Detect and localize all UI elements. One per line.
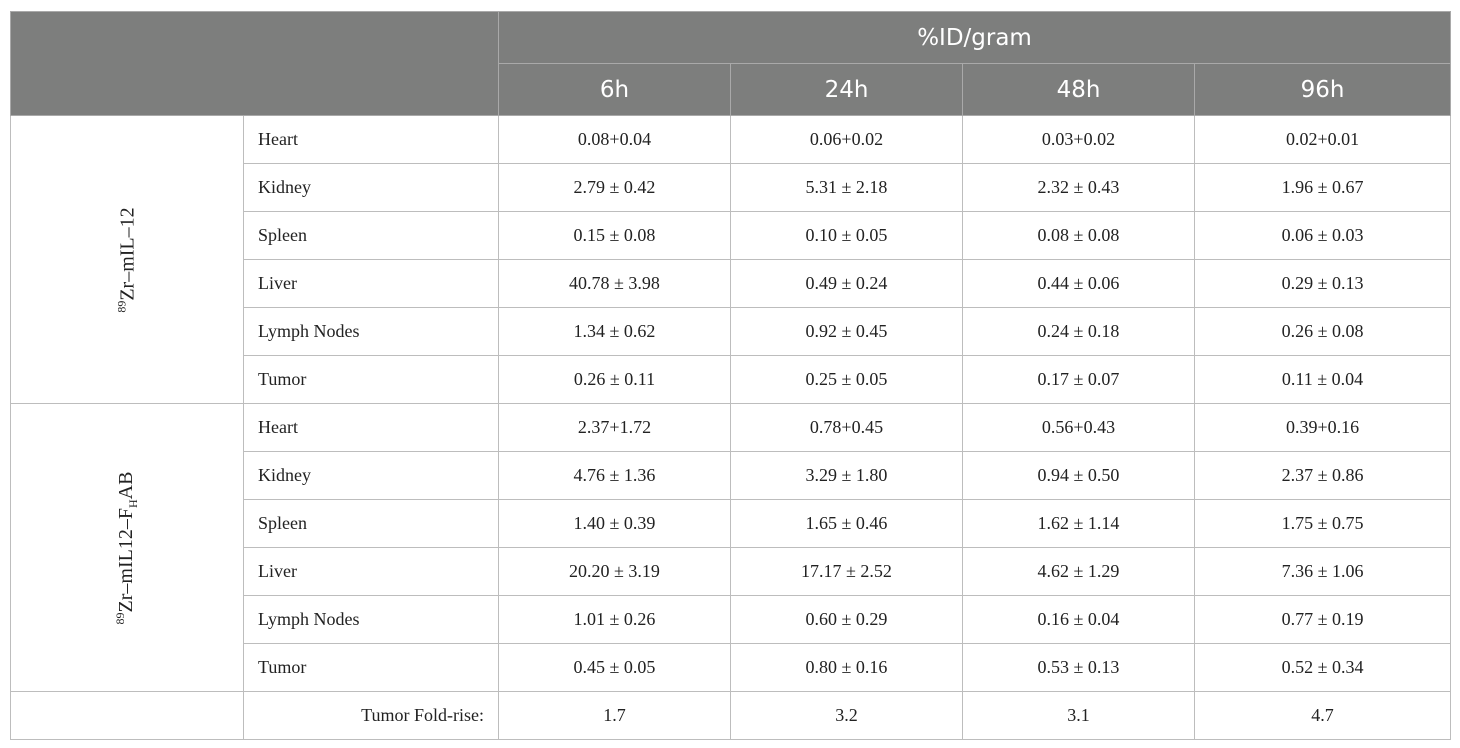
value-cell: 0.08 ± 0.08 <box>962 211 1195 260</box>
value-cell: 1.40 ± 0.39 <box>498 499 731 548</box>
organ-cell: Tumor <box>243 355 499 404</box>
value-cell: 1.01 ± 0.26 <box>498 595 731 644</box>
value-cell: 2.79 ± 0.42 <box>498 163 731 212</box>
value-cell: 0.94 ± 0.50 <box>962 451 1195 500</box>
organ-cell: Lymph Nodes <box>243 307 499 356</box>
biodistribution-table: %ID/gram 6h 24h 48h 96h 89Zr–mIL–12 Heart… <box>10 11 1452 740</box>
isotope-mass-number: 89 <box>114 300 129 313</box>
fold-rise-row: Tumor Fold-rise: 1.7 3.2 3.1 4.7 <box>10 691 1452 740</box>
fold-rise-value: 3.2 <box>730 691 963 740</box>
table-row: Lymph Nodes 1.01 ± 0.26 0.60 ± 0.29 0.16 ± … <box>11 595 1452 644</box>
compound-subscript: H <box>125 498 140 508</box>
value-cell: 0.56+0.43 <box>962 403 1195 452</box>
value-cell: 0.17 ± 0.07 <box>962 355 1195 404</box>
organ-cell: Liver <box>243 259 499 308</box>
value-cell: 0.06+0.02 <box>730 115 963 164</box>
table-row: Tumor 0.26 ± 0.11 0.25 ± 0.05 0.17 ± 0.07 0.… <box>11 355 1452 404</box>
value-cell: 4.76 ± 1.36 <box>498 451 731 500</box>
compound-group-label: 89Zr–mIL12–FHAB <box>10 403 244 692</box>
value-cell: 0.52 ± 0.34 <box>1193 643 1452 692</box>
value-cell: 0.26 ± 0.08 <box>1193 307 1452 356</box>
fold-rise-value: 4.7 <box>1193 691 1452 740</box>
table-row: Tumor 0.45 ± 0.05 0.80 ± 0.16 0.53 ± 0.13 0.… <box>11 643 1452 692</box>
value-cell: 17.17 ± 2.52 <box>730 547 963 596</box>
compound-name: Zr–mIL12–F <box>114 507 137 612</box>
value-cell: 0.39+0.16 <box>1193 403 1452 452</box>
table-row: Lymph Nodes 1.34 ± 0.62 0.92 ± 0.45 0.24 ± … <box>11 307 1452 356</box>
fold-rise-blank-cell <box>10 691 244 740</box>
value-cell: 0.60 ± 0.29 <box>730 595 963 644</box>
value-cell: 7.36 ± 1.06 <box>1193 547 1452 596</box>
value-cell: 2.37+1.72 <box>498 403 731 452</box>
value-cell: 0.26 ± 0.11 <box>498 355 731 404</box>
value-cell: 0.16 ± 0.04 <box>962 595 1195 644</box>
organ-cell: Heart <box>243 115 499 164</box>
header-timepoint: 96h <box>1193 63 1452 116</box>
compound-group-label: 89Zr–mIL–12 <box>10 115 244 404</box>
value-cell: 1.96 ± 0.67 <box>1193 163 1452 212</box>
value-cell: 0.25 ± 0.05 <box>730 355 963 404</box>
organ-cell: Tumor <box>243 643 499 692</box>
value-cell: 3.29 ± 1.80 <box>730 451 963 500</box>
fold-rise-label: Tumor Fold-rise: <box>243 691 499 740</box>
table-body: 89Zr–mIL–12 Heart 0.08+0.04 0.06+0.02 0.03+0… <box>10 115 1452 740</box>
value-cell: 0.80 ± 0.16 <box>730 643 963 692</box>
table-header: %ID/gram 6h 24h 48h 96h <box>10 11 1452 116</box>
organ-cell: Liver <box>243 547 499 596</box>
organ-cell: Lymph Nodes <box>243 595 499 644</box>
organ-cell: Spleen <box>243 211 499 260</box>
organ-cell: Spleen <box>243 499 499 548</box>
value-cell: 1.75 ± 0.75 <box>1193 499 1452 548</box>
table-row: Spleen 0.15 ± 0.08 0.10 ± 0.05 0.08 ± 0.08 0… <box>11 211 1452 260</box>
value-cell: 0.02+0.01 <box>1193 115 1452 164</box>
table-row: 89Zr–mIL12–FHAB Heart 2.37+1.72 0.78+0.45 0.… <box>10 403 1452 692</box>
compound-label: 89Zr–mIL12–FHAB <box>113 471 141 624</box>
value-cell: 0.03+0.02 <box>962 115 1195 164</box>
header-group-title: %ID/gram <box>497 11 1452 64</box>
value-cell: 0.10 ± 0.05 <box>730 211 963 260</box>
value-cell: 1.62 ± 1.14 <box>962 499 1195 548</box>
table-row: Kidney 2.79 ± 0.42 5.31 ± 2.18 2.32 ± 0.43 1… <box>11 163 1452 212</box>
value-cell: 0.92 ± 0.45 <box>730 307 963 356</box>
value-cell: 0.45 ± 0.05 <box>498 643 731 692</box>
organ-cell: Kidney <box>243 163 499 212</box>
value-cell: 5.31 ± 2.18 <box>730 163 963 212</box>
compound-name-tail: AB <box>114 471 137 499</box>
value-cell: 0.77 ± 0.19 <box>1193 595 1452 644</box>
fold-rise-value: 1.7 <box>498 691 731 740</box>
value-cell: 2.37 ± 0.86 <box>1193 451 1452 500</box>
table-row: Kidney 4.76 ± 1.36 3.29 ± 1.80 0.94 ± 0.50 2… <box>11 451 1452 500</box>
value-cell: 4.62 ± 1.29 <box>962 547 1195 596</box>
organ-cell: Heart <box>243 403 499 452</box>
value-cell: 0.44 ± 0.06 <box>962 259 1195 308</box>
table-row: Liver 40.78 ± 3.98 0.49 ± 0.24 0.44 ± 0.06 0… <box>11 259 1452 308</box>
isotope-mass-number: 89 <box>113 611 128 624</box>
value-cell: 40.78 ± 3.98 <box>498 259 731 308</box>
compound-name: Zr–mIL–12 <box>116 206 139 301</box>
value-cell: 0.49 ± 0.24 <box>730 259 963 308</box>
header-timepoint: 24h <box>730 63 963 116</box>
header-timepoint: 48h <box>962 63 1195 116</box>
fold-rise-value: 3.1 <box>962 691 1195 740</box>
value-cell: 0.15 ± 0.08 <box>498 211 731 260</box>
value-cell: 2.32 ± 0.43 <box>962 163 1195 212</box>
value-cell: 1.34 ± 0.62 <box>498 307 731 356</box>
value-cell: 0.53 ± 0.13 <box>962 643 1195 692</box>
value-cell: 1.65 ± 0.46 <box>730 499 963 548</box>
value-cell: 0.11 ± 0.04 <box>1193 355 1452 404</box>
value-cell: 0.29 ± 0.13 <box>1193 259 1452 308</box>
value-cell: 0.24 ± 0.18 <box>962 307 1195 356</box>
value-cell: 20.20 ± 3.19 <box>498 547 731 596</box>
organ-cell: Kidney <box>243 451 499 500</box>
value-cell: 0.78+0.45 <box>730 403 963 452</box>
header-timepoint: 6h <box>498 63 731 116</box>
compound-label: 89Zr–mIL–12 <box>115 207 140 312</box>
value-cell: 0.06 ± 0.03 <box>1193 211 1452 260</box>
value-cell: 0.08+0.04 <box>498 115 731 164</box>
header-corner <box>10 11 499 116</box>
table-row: 89Zr–mIL–12 Heart 0.08+0.04 0.06+0.02 0.03+0… <box>10 115 1452 404</box>
